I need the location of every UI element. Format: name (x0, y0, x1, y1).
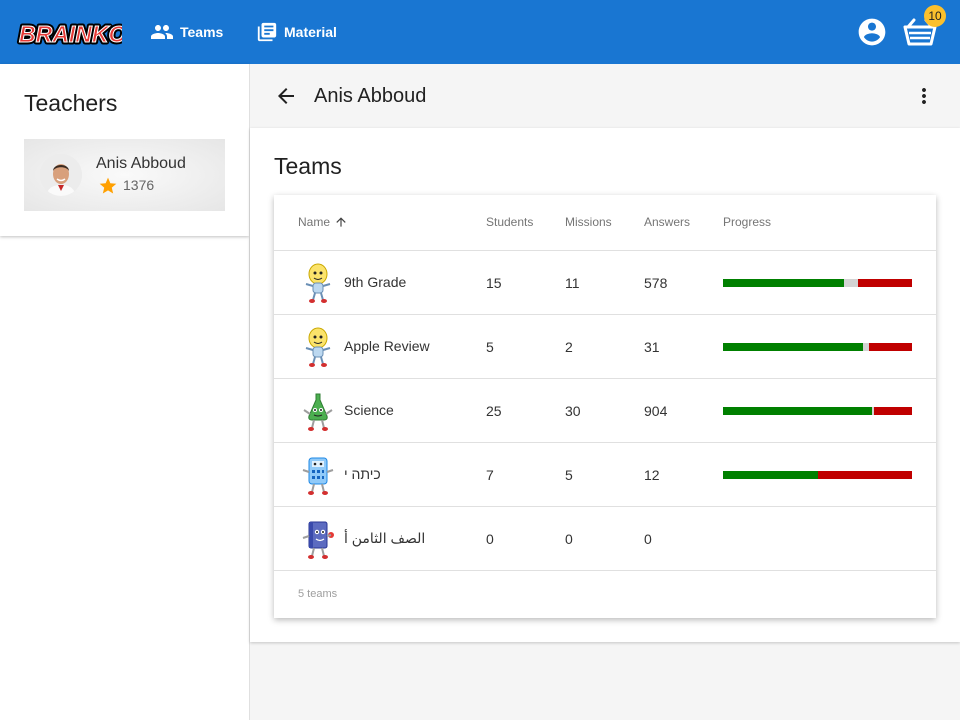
nav-teams-label: Teams (180, 24, 224, 40)
row-divider (274, 378, 936, 379)
team-answers: 904 (644, 403, 668, 419)
team-answers: 0 (644, 531, 652, 547)
team-progress-bar (723, 343, 912, 351)
teacher-avatar (40, 154, 82, 196)
table-row[interactable]: כיתה י 7 5 12 (274, 443, 936, 507)
nav-material-button[interactable]: Material (256, 18, 337, 46)
teacher-score: 1376 (123, 177, 155, 193)
column-name-label: Name (298, 215, 331, 229)
column-header-students[interactable]: Students (486, 215, 534, 229)
nav-teams-button[interactable]: Teams (150, 18, 223, 46)
account-circle-icon[interactable] (856, 16, 888, 48)
column-header-name[interactable]: Name (298, 215, 348, 229)
nav-material-label: Material (284, 24, 337, 40)
table-row[interactable]: 9th Grade 15 11 578 (274, 251, 936, 315)
team-missions: 0 (565, 531, 573, 547)
team-name: Science (344, 402, 394, 418)
calculator-character-icon (302, 457, 334, 495)
table-row[interactable]: الصف الثامن أ 0 0 0 (274, 507, 936, 571)
row-divider (274, 250, 936, 251)
team-students: 15 (486, 275, 502, 291)
detail-header: Anis Abboud (250, 64, 960, 128)
column-header-progress[interactable]: Progress (723, 215, 772, 229)
team-students: 7 (486, 467, 494, 483)
row-divider (274, 442, 936, 443)
team-progress-bar (723, 471, 912, 479)
lightbulb-character-icon (305, 327, 331, 367)
library-books-icon (257, 22, 277, 42)
brainkos-logo[interactable]: BRAINKOS BRAINKOS (16, 13, 123, 51)
team-missions: 2 (565, 339, 573, 355)
table-row[interactable]: Science 25 30 904 (274, 379, 936, 443)
team-students: 5 (486, 339, 494, 355)
progress-wrong-segment (858, 279, 912, 287)
arrow-back-icon[interactable] (274, 84, 298, 108)
teams-title: Teams (274, 153, 342, 179)
progress-correct-segment (723, 279, 844, 287)
progress-correct-segment (723, 343, 863, 351)
progress-wrong-segment (817, 471, 912, 479)
team-progress-bar (723, 279, 912, 287)
app-bar: BRAINKOS BRAINKOS Teams Material 10 (0, 0, 960, 64)
arrow-upward-icon (336, 217, 346, 227)
table-row[interactable]: Apple Review 5 2 31 (274, 315, 936, 379)
team-name: 9th Grade (344, 274, 407, 290)
people-icon (151, 25, 173, 39)
sidebar-divider (249, 64, 250, 720)
column-header-missions[interactable]: Missions (565, 215, 612, 229)
team-answers: 31 (644, 339, 660, 355)
team-missions: 30 (565, 403, 581, 419)
team-name: Apple Review (344, 338, 430, 354)
page-title: Anis Abboud (314, 85, 427, 107)
teacher-name: Anis Abboud (96, 155, 186, 172)
teachers-panel: Teachers Anis Abboud 1376 (0, 64, 249, 236)
progress-correct-segment (723, 407, 873, 415)
team-count: 5 teams (298, 588, 338, 600)
row-divider (274, 506, 936, 507)
flask-character-icon (303, 393, 333, 431)
team-answers: 578 (644, 275, 668, 291)
cart-count-badge: 10 (924, 5, 946, 27)
more-vert-icon[interactable] (912, 84, 936, 108)
progress-unanswered-segment (872, 407, 875, 415)
row-divider (274, 570, 936, 571)
team-progress-bar (723, 407, 912, 415)
svg-text:BRAINKOS: BRAINKOS (19, 21, 122, 47)
progress-correct-segment (723, 471, 818, 479)
progress-wrong-segment (868, 343, 912, 351)
team-missions: 11 (565, 275, 580, 291)
progress-wrong-segment (874, 407, 912, 415)
progress-unanswered-segment (843, 279, 859, 287)
team-answers: 12 (644, 467, 660, 483)
team-name: الصف الثامن أ (344, 530, 426, 546)
teams-table: Name Students Missions Answers Progress … (274, 195, 936, 618)
team-students: 25 (486, 403, 502, 419)
team-missions: 5 (565, 467, 573, 483)
team-progress-bar (723, 535, 912, 543)
row-divider (274, 314, 936, 315)
team-students: 0 (486, 531, 494, 547)
star-icon (99, 177, 117, 194)
column-header-answers[interactable]: Answers (644, 215, 691, 229)
teams-section: Teams Name Students Missions Answers Pro… (250, 128, 960, 642)
progress-unanswered-segment (862, 343, 869, 351)
teacher-card[interactable]: Anis Abboud 1376 (24, 139, 225, 211)
svg-text:BRAINKOS: BRAINKOS (19, 21, 122, 47)
book-character-icon (302, 521, 334, 559)
teachers-title: Teachers (24, 90, 118, 116)
team-name: כיתה י (344, 466, 381, 482)
sidebar-background (0, 236, 249, 720)
lightbulb-character-icon (305, 263, 331, 303)
